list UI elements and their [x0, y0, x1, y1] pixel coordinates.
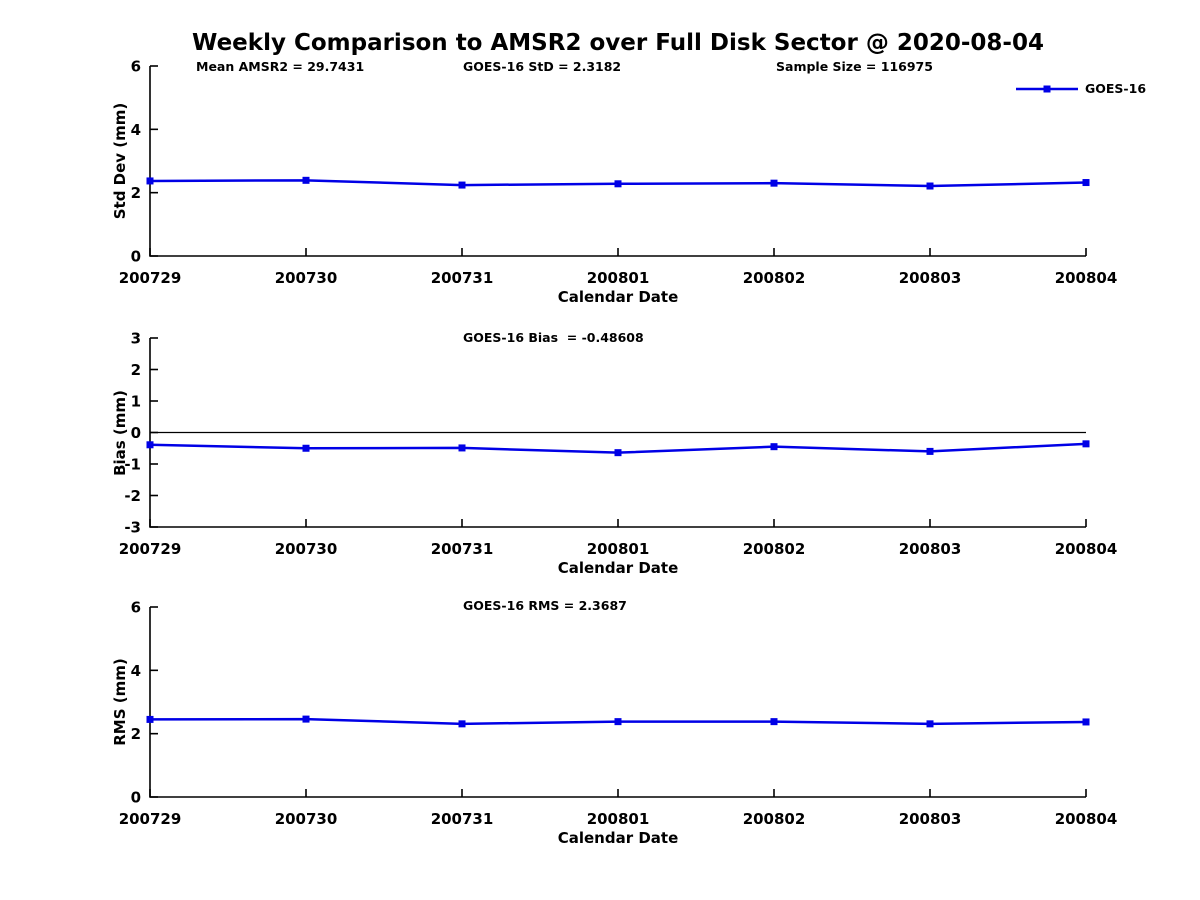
x-tick-label: 200730: [275, 269, 338, 287]
data-point-marker: [302, 715, 310, 723]
annotation-sample-size: Sample Size = 116975: [776, 59, 933, 74]
y-tick-label: 0: [131, 789, 141, 807]
data-point-marker: [302, 176, 310, 184]
y-axis-label-rms: RMS (mm): [111, 658, 129, 746]
legend: GOES-16: [1014, 81, 1146, 96]
x-tick-label: 200731: [431, 540, 494, 558]
data-point-marker: [770, 443, 778, 451]
x-axis-label-middle: Calendar Date: [557, 559, 679, 577]
y-tick-label: 6: [131, 58, 141, 76]
figure-title: Weekly Comparison to AMSR2 over Full Dis…: [192, 30, 1044, 56]
x-tick-label: 200730: [275, 540, 338, 558]
y-tick-label: 2: [131, 725, 141, 743]
x-tick-label: 200730: [275, 810, 338, 828]
axes-frame: [149, 66, 1086, 257]
data-point-marker: [146, 177, 154, 185]
y-tick-label: 1: [131, 393, 141, 411]
annotation-goes16-std: GOES-16 StD = 2.3182: [463, 59, 622, 74]
annotation-mean-amsr2: Mean AMSR2 = 29.7431: [196, 59, 365, 74]
x-tick-label: 200731: [431, 810, 494, 828]
x-tick-label: 200804: [1055, 810, 1118, 828]
annotation-goes16-bias: GOES-16 Bias = -0.48608: [463, 330, 644, 345]
x-tick-label: 200801: [587, 269, 650, 287]
x-tick-label: 200802: [743, 540, 806, 558]
data-point-marker: [614, 180, 622, 188]
annotation-goes16-rms: GOES-16 RMS = 2.3687: [463, 598, 627, 613]
y-tick-label: 3: [131, 330, 141, 348]
x-tick-label: 200801: [587, 810, 650, 828]
y-tick-label: -1: [124, 456, 141, 474]
x-tick-label: 200803: [899, 810, 962, 828]
y-axis-label-stddev: Std Dev (mm): [111, 102, 129, 220]
y-tick-label: 4: [131, 121, 141, 139]
y-tick-label: 2: [131, 184, 141, 202]
data-point-marker: [1082, 718, 1090, 726]
data-point-marker: [458, 720, 466, 728]
x-tick-label: 200803: [899, 269, 962, 287]
x-tick-label: 200803: [899, 540, 962, 558]
data-point-marker: [926, 182, 934, 190]
x-axis-label-top: Calendar Date: [557, 288, 679, 306]
y-tick-label: 2: [131, 361, 141, 379]
y-tick-label: 4: [131, 662, 141, 680]
data-point-marker: [926, 720, 934, 728]
legend-label: GOES-16: [1085, 81, 1147, 96]
data-point-marker: [146, 715, 154, 723]
data-point-marker: [926, 447, 934, 455]
data-point-marker: [1082, 440, 1090, 448]
data-point-marker: [458, 444, 466, 452]
y-tick-label: 6: [131, 599, 141, 617]
x-tick-label: 200804: [1055, 540, 1118, 558]
data-point-marker: [614, 449, 622, 457]
data-point-marker: [1082, 179, 1090, 187]
x-tick-label: 200801: [587, 540, 650, 558]
y-tick-label: -3: [124, 519, 141, 537]
x-tick-label: 200804: [1055, 269, 1118, 287]
y-tick-label: 0: [131, 424, 141, 442]
data-point-marker: [770, 718, 778, 726]
x-tick-label: 200729: [119, 269, 182, 287]
x-axis-label-bottom: Calendar Date: [557, 829, 679, 847]
legend-line-marker-icon: [1016, 85, 1078, 92]
x-tick-label: 200729: [119, 540, 182, 558]
x-tick-label: 200731: [431, 269, 494, 287]
y-tick-label: 0: [131, 248, 141, 266]
y-tick-label: -2: [124, 487, 141, 505]
data-point-marker: [302, 444, 310, 452]
y-axis-label-bias: Bias (mm): [111, 390, 129, 476]
data-point-marker: [458, 181, 466, 189]
x-tick-label: 200729: [119, 810, 182, 828]
x-tick-label: 200802: [743, 269, 806, 287]
x-tick-label: 200802: [743, 810, 806, 828]
data-point-marker: [146, 441, 154, 449]
axes-frame: [149, 607, 1086, 798]
data-point-marker: [614, 718, 622, 726]
data-point-marker: [770, 179, 778, 187]
